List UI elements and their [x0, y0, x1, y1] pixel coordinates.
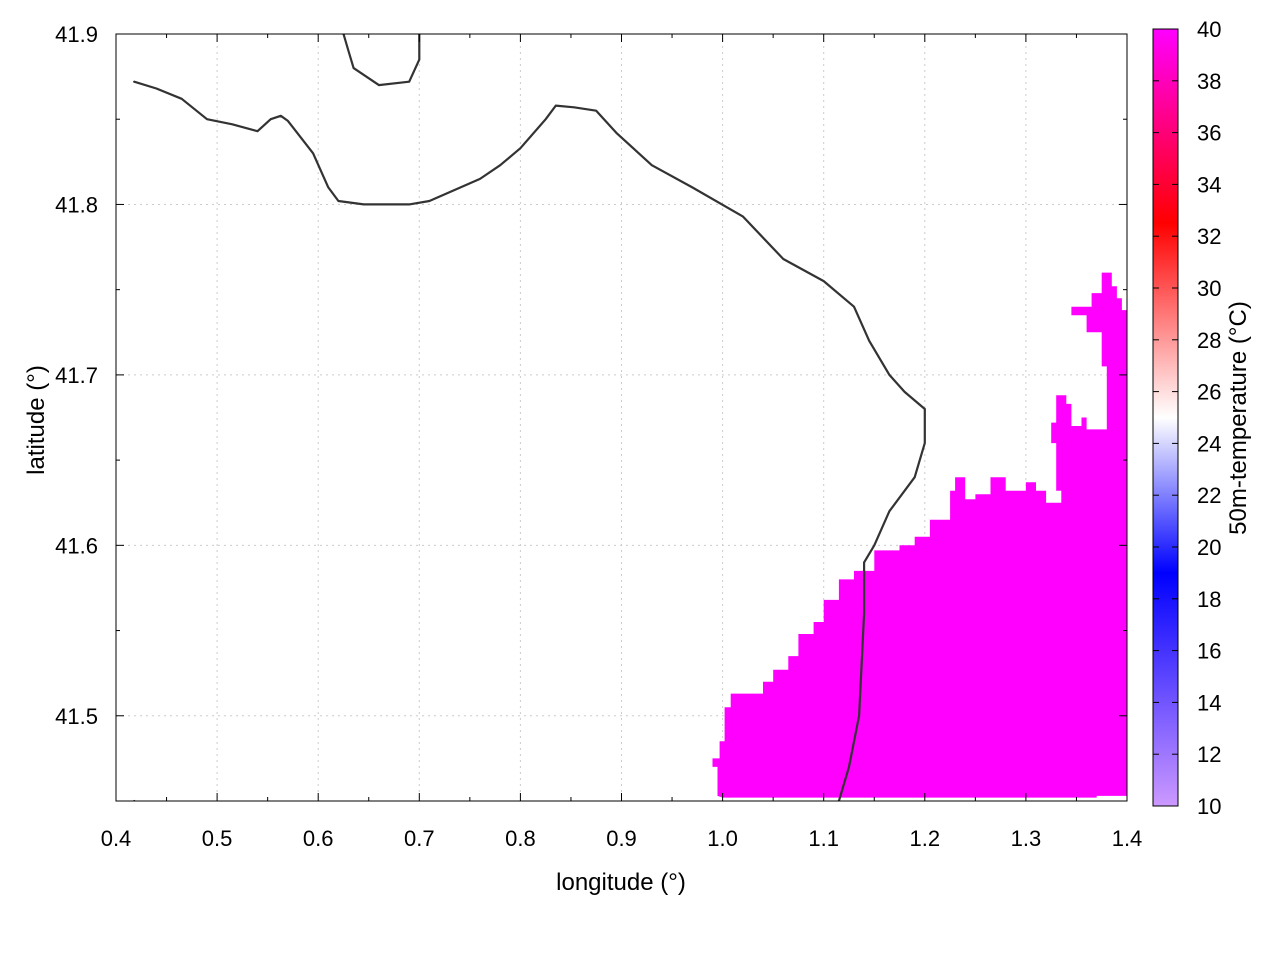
colorbar-tick-label: 22 — [1197, 483, 1221, 508]
colorbar-tick-label: 14 — [1197, 690, 1221, 715]
x-tick-label: 1.4 — [1112, 826, 1143, 851]
y-axis-title: latitude (°) — [23, 365, 50, 475]
y-tick-label: 41.8 — [55, 192, 98, 217]
x-tick-label: 1.0 — [707, 826, 738, 851]
y-tick-label: 41.7 — [55, 363, 98, 388]
temperature-fill-region — [712, 272, 1127, 798]
x-tick-label: 1.1 — [808, 826, 839, 851]
colorbar-tick-label: 16 — [1197, 639, 1221, 664]
x-axis-ticks: 0.4 0.5 0.6 0.7 0.8 0.9 1.0 1.1 1.2 1.3 1.4 — [101, 34, 1143, 851]
colorbar-tick-label: 34 — [1197, 172, 1221, 197]
x-tick-label: 1.3 — [1011, 826, 1042, 851]
colorbar-tick-label: 10 — [1197, 794, 1221, 819]
x-tick-label: 0.7 — [404, 826, 435, 851]
x-axis-title: longitude (°) — [556, 869, 686, 896]
contour-line — [342, 34, 421, 87]
colorbar-tick-label: 30 — [1197, 276, 1221, 301]
y-tick-label: 41.6 — [55, 533, 98, 558]
colorbar-tick-label: 32 — [1197, 224, 1221, 249]
colorbar-title: 50m-temperature (°C) — [1225, 301, 1252, 535]
x-tick-label: 0.4 — [101, 826, 132, 851]
x-tick-label: 1.2 — [910, 826, 941, 851]
colorbar — [1152, 28, 1179, 807]
colorbar-ticks: 10 12 14 16 18 20 22 24 26 28 30 32 34 36 38 40 — [1153, 17, 1221, 819]
heatmap-fill — [712, 272, 1127, 798]
colorbar-tick-label: 24 — [1197, 431, 1221, 456]
colorbar-tick-label: 36 — [1197, 121, 1221, 146]
y-axis-ticks: 41.5 41.6 41.7 41.8 41.9 — [55, 22, 1127, 802]
colorbar-tick-label: 12 — [1197, 742, 1221, 767]
y-tick-label: 41.5 — [55, 704, 98, 729]
x-tick-label: 0.8 — [505, 826, 536, 851]
x-tick-label: 0.9 — [606, 826, 637, 851]
contour-lines — [133, 34, 926, 801]
grid — [116, 34, 1127, 801]
y-tick-label: 41.9 — [55, 22, 98, 47]
x-tick-label: 0.5 — [202, 826, 233, 851]
colorbar-tick-label: 18 — [1197, 587, 1221, 612]
colorbar-tick-label: 20 — [1197, 535, 1221, 560]
contour-line — [133, 80, 926, 801]
x-tick-label: 0.6 — [303, 826, 334, 851]
colorbar-tick-label: 40 — [1197, 17, 1221, 42]
colorbar-tick-label: 28 — [1197, 328, 1221, 353]
colorbar-tick-label: 38 — [1197, 69, 1221, 94]
colorbar-tick-label: 26 — [1197, 380, 1221, 405]
